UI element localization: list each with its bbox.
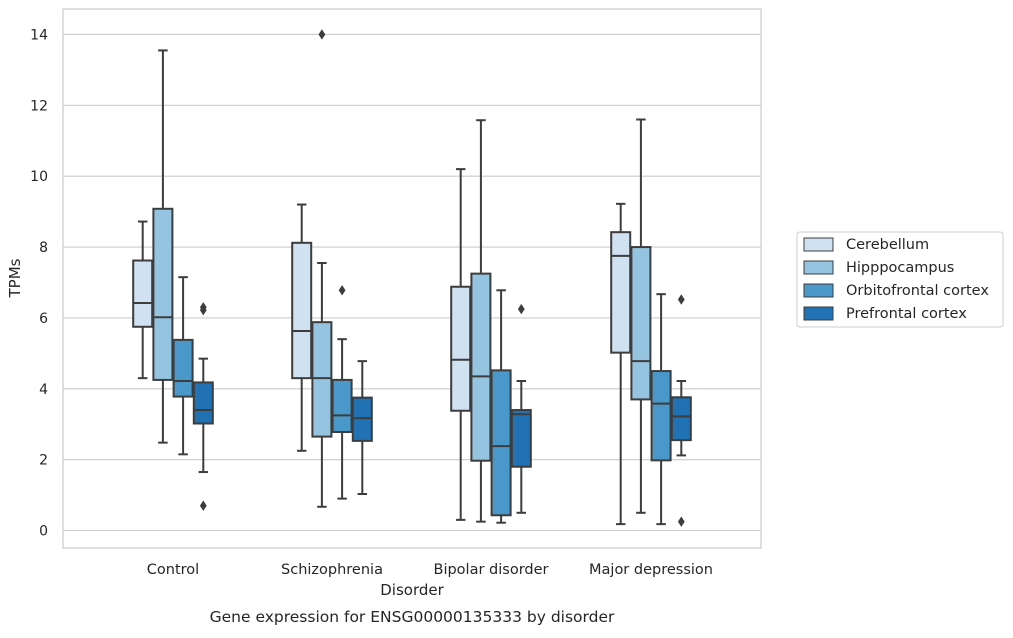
legend-item: Hipppocampus [803,260,954,276]
box-0-3 [610,202,632,526]
legend-label: Prefrontal cortex [846,306,967,322]
legend-label: Cerebellum [846,237,929,253]
y-tick-label: 14 [30,27,48,43]
x-tick-label: Bipolar disorder [434,562,549,578]
x-axis-label: Disorder [380,581,444,599]
iqr-box [490,369,512,517]
iqr-box [610,231,632,354]
iqr-box [192,381,214,425]
legend-label: Orbitofrontal cortex [846,283,989,299]
legend-swatch [803,237,834,252]
box-3-3 [670,294,692,527]
legend-frame [796,231,1004,328]
iqr-box [311,321,333,438]
x-tick-label: Major depression [589,562,713,578]
outlier-point [677,294,685,305]
box-2-2 [490,289,512,524]
boxes [132,29,692,527]
box-3-1 [351,360,373,496]
y-tick-label: 6 [39,311,48,327]
legend-item: Orbitofrontal cortex [803,283,989,299]
y-tick-label: 10 [30,169,48,185]
legend: Cerebellum Hipppocampus Orbitofrontal cort… [796,231,1004,328]
iqr-box [351,396,373,442]
y-tick-labels: 0 2 4 6 8 10 12 14 [30,27,48,539]
box-1-2 [470,119,492,523]
plot-area-frame [62,8,762,549]
outlier-point [677,516,685,527]
legend-item: Cerebellum [803,237,929,253]
iqr-box [510,409,532,468]
iqr-box [650,370,672,462]
box-1-1 [311,29,333,508]
legend-label: Hipppocampus [846,260,954,276]
iqr-box [470,272,492,462]
x-tick-label: Control [147,562,199,578]
iqr-box [172,338,194,398]
legend-swatch [803,283,834,298]
box-2-3 [650,293,672,526]
y-axis-label: TPMs [6,258,24,298]
box-1-0 [152,49,174,444]
iqr-box [132,259,154,328]
iqr-box [630,246,652,401]
y-tick-label: 4 [39,382,48,398]
iqr-box [291,241,313,380]
chart-title: Gene expression for ENSG00000135333 by d… [210,608,615,626]
outlier-point [199,302,207,313]
box-0-0 [132,220,154,380]
y-tick-label: 12 [30,98,48,114]
x-tick-label: Schizophrenia [281,562,383,578]
box-0-1 [291,203,313,452]
box-1-3 [630,118,652,514]
outlier-point [199,500,207,511]
legend-swatch [803,306,834,321]
outlier-point [318,29,326,40]
legend-item: Prefrontal cortex [803,306,967,322]
iqr-box [670,396,692,442]
y-tick-label: 0 [39,524,48,540]
legend-swatch [803,260,834,275]
iqr-box [331,378,353,434]
y-tick-label: 2 [39,453,48,469]
outlier-point [338,285,346,296]
y-tick-label: 8 [39,240,48,256]
iqr-box [450,285,472,412]
box-0-2 [450,168,472,521]
box-3-2 [510,303,532,514]
box-2-1 [331,285,353,500]
iqr-box [152,207,174,381]
box-3-0 [192,302,214,511]
outlier-point [517,303,525,315]
x-tick-labels: Control Schizophrenia Bipolar disorder Majo… [147,562,713,578]
box-2-0 [172,276,194,456]
